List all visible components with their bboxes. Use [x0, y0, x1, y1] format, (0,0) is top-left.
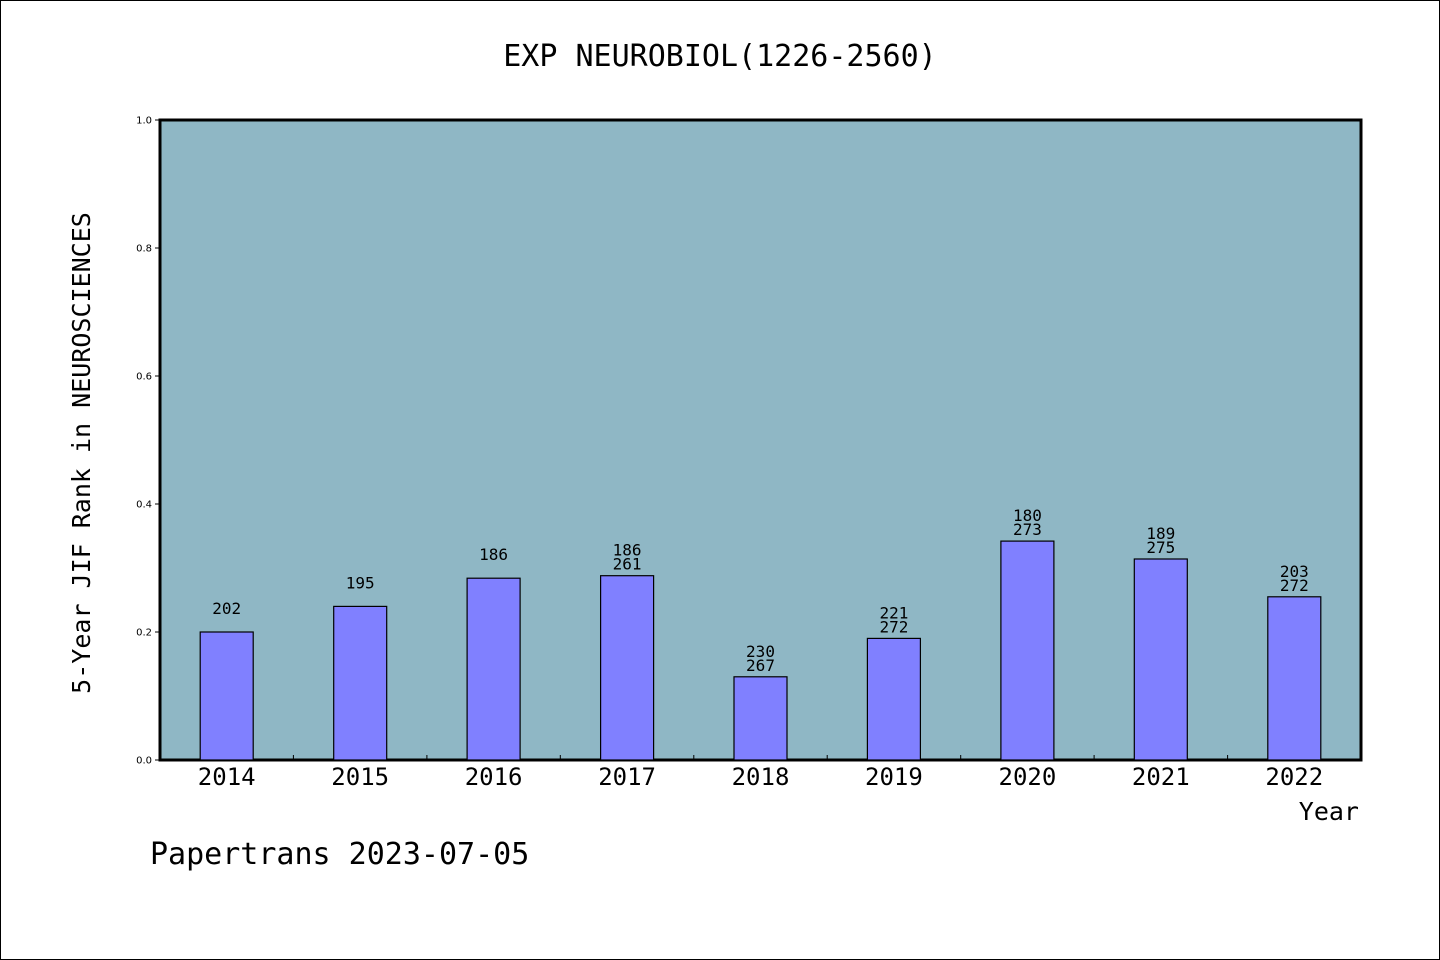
- bar-2014: [199, 631, 254, 761]
- x-tick-label-2020: 2020: [999, 763, 1057, 791]
- data-label-2020-1: 273: [1013, 520, 1042, 539]
- bar-2017: [599, 575, 655, 761]
- y-tick-label-2: 0.4: [136, 500, 152, 511]
- data-label-2020-0: 180: [1013, 506, 1042, 525]
- chart-title: EXP NEUROBIOL(1226-2560): [503, 39, 936, 74]
- bar-2018: [733, 676, 788, 761]
- x-tick-label-2021: 2021: [1132, 763, 1190, 791]
- data-label-2022-1: 272: [1280, 576, 1309, 595]
- y-tick-label-0: 0.0: [136, 756, 152, 767]
- bar-2016: [466, 577, 521, 761]
- bar-2022: [1267, 596, 1322, 761]
- x-tick-label-2019: 2019: [865, 763, 923, 791]
- bar-2020: [1000, 540, 1055, 761]
- y-tick-label-4: 0.8: [136, 244, 152, 255]
- y-tick-label-1: 0.2: [136, 628, 152, 639]
- x-tick-label-2015: 2015: [331, 763, 389, 791]
- x-axis: 2014 2015 2016 2017 2018 2019 2020 2021 2022: [198, 755, 1323, 791]
- data-label-2017-0: 186: [613, 541, 642, 560]
- x-tick-label-2022: 2022: [1265, 763, 1323, 791]
- data-label-2021-0: 189: [1146, 524, 1175, 543]
- bars-group: [199, 540, 1322, 761]
- bar-2015: [333, 605, 388, 761]
- data-label-2018-0: 230: [746, 642, 775, 661]
- y-tick-label-5: 1.0: [136, 116, 152, 127]
- y-tick-label-3: 0.6: [136, 372, 152, 383]
- y-axis-label: 5-Year JIF Rank in NEUROSCIENCES: [67, 212, 96, 694]
- data-label-2014-0: 202: [212, 599, 241, 618]
- data-label-2017-1: 261: [613, 555, 642, 574]
- y-axis: 0.0 0.2 0.4 0.6 0.8 1.0: [136, 116, 160, 767]
- x-tick-label-2016: 2016: [465, 763, 523, 791]
- x-tick-label-2017: 2017: [598, 763, 656, 791]
- x-axis-label: Year: [1299, 797, 1359, 826]
- data-label-2019-0: 221: [879, 603, 908, 622]
- bar-2021: [1133, 558, 1188, 761]
- data-label-2022-0: 203: [1280, 562, 1309, 581]
- data-label-2018-1: 267: [746, 656, 775, 675]
- x-tick-label-2014: 2014: [198, 763, 256, 791]
- data-label-2021-1: 275: [1146, 538, 1175, 557]
- data-label-2015-0: 195: [346, 573, 375, 592]
- bar-2019: [866, 637, 922, 761]
- data-label-2019-1: 272: [879, 617, 908, 636]
- footer-watermark: Papertrans 2023-07-05: [150, 837, 529, 872]
- data-label-2016-0: 186: [479, 545, 508, 564]
- x-tick-label-2018: 2018: [732, 763, 790, 791]
